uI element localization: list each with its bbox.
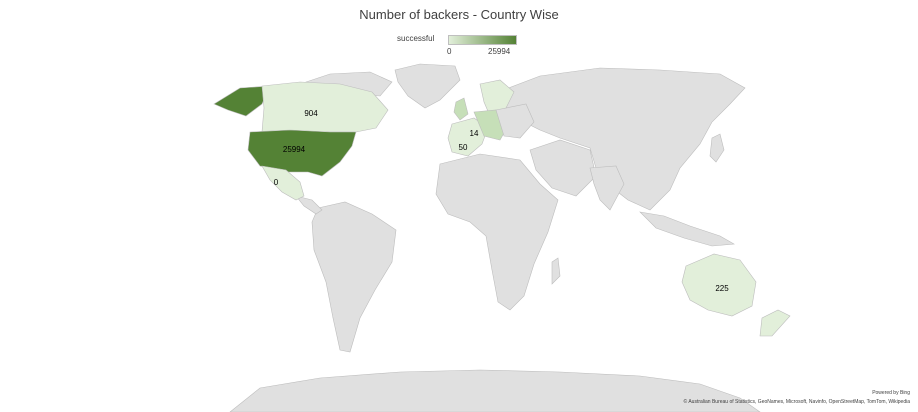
australia-region [681, 253, 757, 317]
value-label-australia: 225 [715, 284, 729, 293]
legend-min-value: 0 [447, 47, 452, 56]
canada-region [261, 81, 389, 133]
antarctica-region [229, 369, 761, 412]
central-america-region [295, 195, 323, 215]
europe-west-region [447, 117, 489, 157]
asia-region [497, 67, 746, 211]
greenland-region [394, 63, 461, 109]
new-zealand-region [759, 309, 791, 337]
alaska-region [213, 85, 271, 117]
uk-region [453, 97, 469, 121]
chart-title: Number of backers - Country Wise [359, 7, 559, 22]
value-label-europe-west: 50 [459, 143, 468, 152]
value-label-europe-central: 14 [470, 129, 479, 138]
value-label-mexico: 0 [274, 178, 279, 187]
africa-region [435, 153, 559, 311]
legend-color-scale [448, 35, 517, 45]
usa-region [247, 129, 357, 177]
attribution-text: © Australian Bureau of Statistics, GeoNa… [683, 399, 910, 405]
value-label-usa: 25994 [283, 145, 306, 154]
powered-by-text: Powered by Bing [872, 390, 910, 396]
south-america-region [311, 201, 397, 353]
southeast-asia-region [639, 211, 735, 247]
madagascar-region [551, 257, 561, 285]
middle-east-region [529, 139, 597, 197]
mexico-region [261, 165, 305, 201]
legend-max-value: 25994 [488, 47, 511, 56]
value-label-canada: 904 [304, 109, 318, 118]
india-region [589, 165, 625, 211]
japan-region [709, 133, 725, 163]
legend-label: successful [397, 34, 435, 43]
europe-east-region [495, 103, 535, 139]
